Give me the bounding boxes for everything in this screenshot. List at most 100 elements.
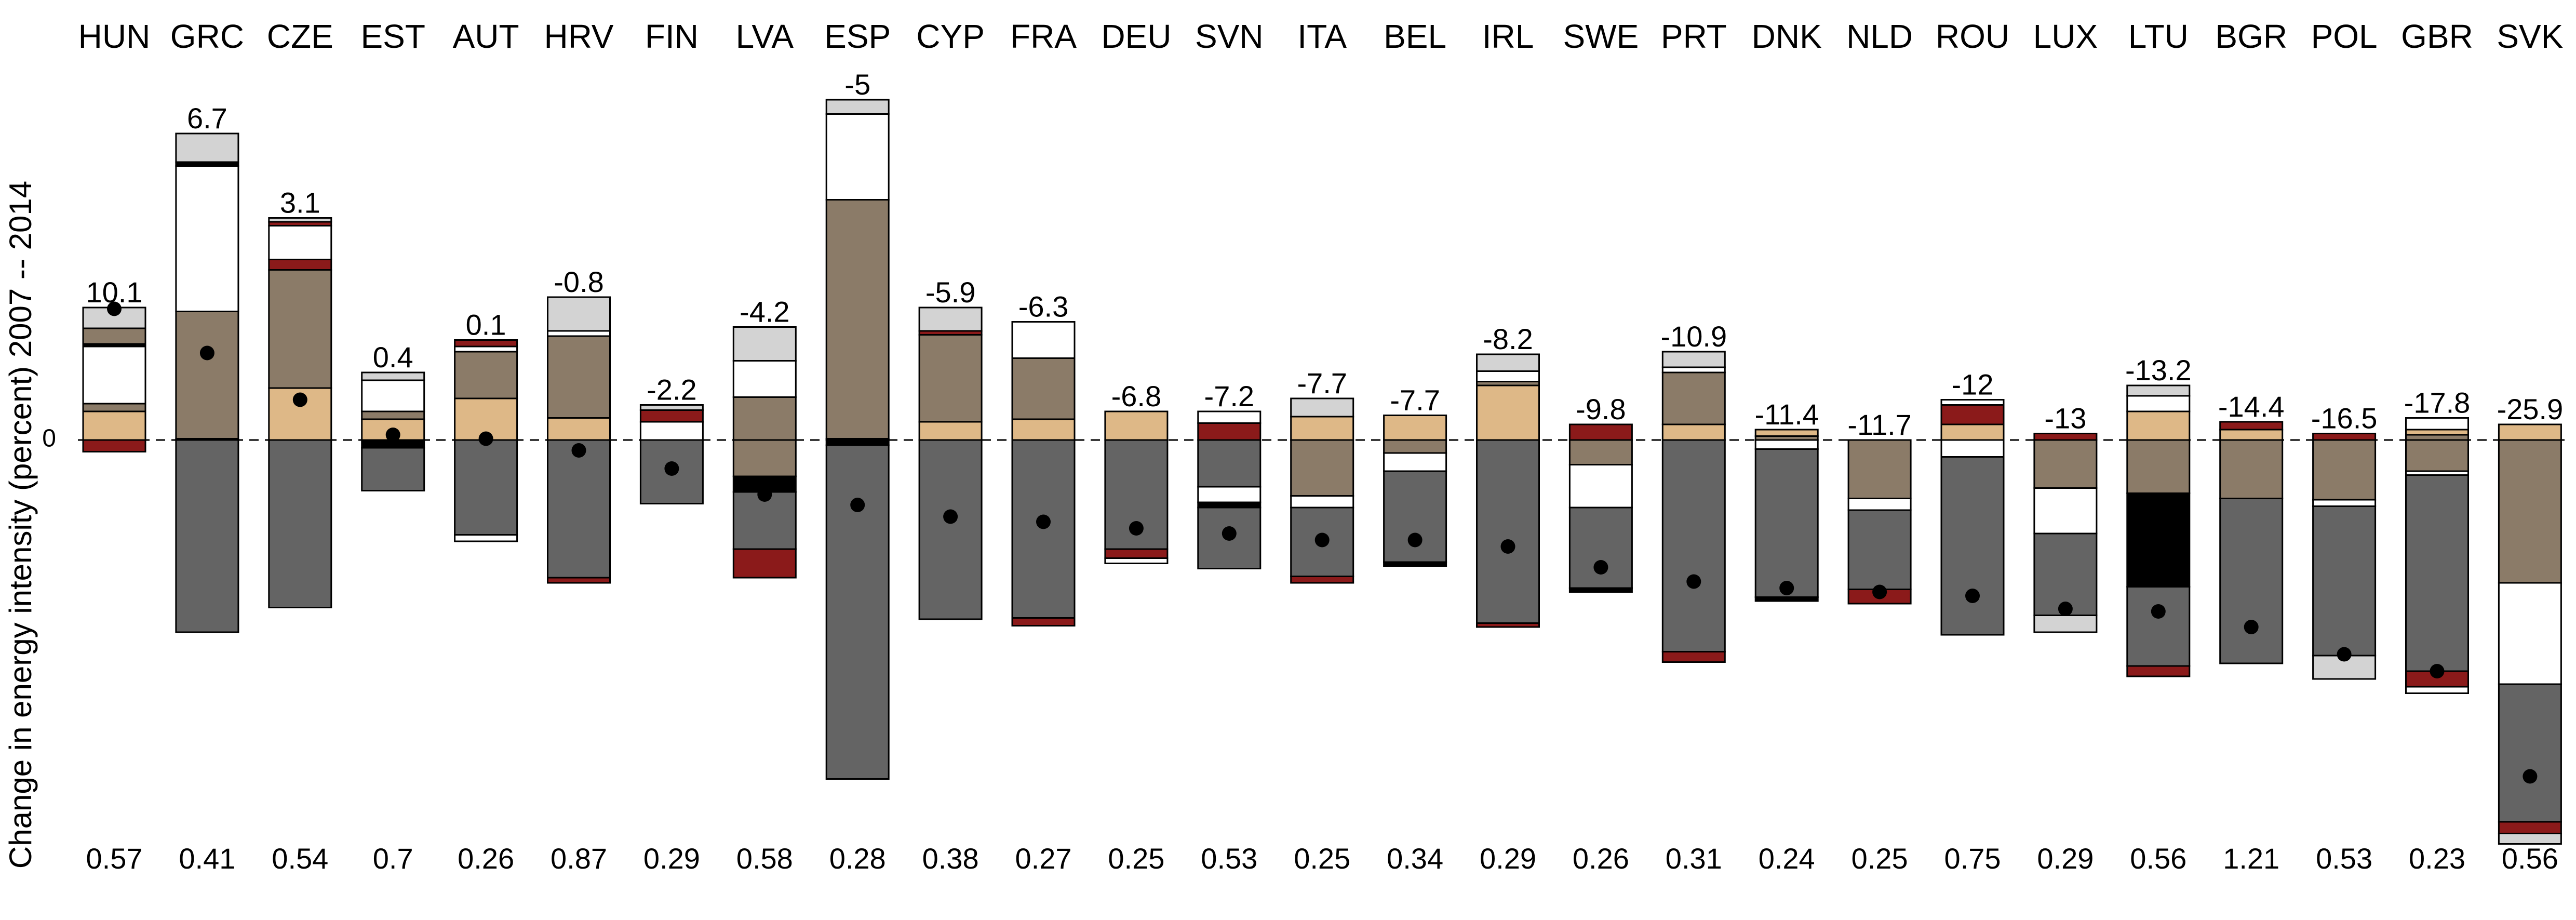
bar-segment-hun-pos-2 <box>82 345 146 405</box>
bar-segment-aut-neg-0 <box>454 439 518 536</box>
total-label-cyp: -5.9 <box>925 276 976 309</box>
total-label-irl: -8.2 <box>1483 323 1533 355</box>
total-label-fin: -2.2 <box>647 374 697 406</box>
bar-segment-deu-neg-2 <box>1104 557 1169 564</box>
bar-segment-hun-pos-1 <box>82 403 146 412</box>
bar-segment-grc-pos-2 <box>175 165 239 312</box>
total-label-swe: -9.8 <box>1576 393 1626 425</box>
total-label-est: 0.4 <box>373 341 413 374</box>
net-change-dot-fin <box>664 461 679 476</box>
bar-segment-esp-pos-1 <box>825 199 890 439</box>
total-label-svk: -25.9 <box>2497 393 2564 425</box>
total-label-ita: -7.7 <box>1297 367 1347 399</box>
bar-segment-ltu-neg-3 <box>2126 665 2191 677</box>
bar-segment-ltu-pos-0 <box>2126 410 2191 441</box>
bar-segment-cze-neg-0 <box>268 439 332 608</box>
bar-segment-fin-pos-2 <box>639 404 704 411</box>
bar-segment-esp-pos-3 <box>825 99 890 115</box>
bar-segment-swe-neg-3 <box>1568 587 1633 593</box>
bar-segment-esp-neg-1 <box>825 444 890 780</box>
bar-segment-irl-pos-0 <box>1476 384 1540 441</box>
bar-segment-irl-pos-2 <box>1476 370 1540 382</box>
bar-segment-ita-pos-1 <box>1290 397 1354 418</box>
country-label-rou: ROU <box>1936 18 2009 55</box>
total-label-aut: 0.1 <box>466 309 506 341</box>
total-label-svn: -7.2 <box>1204 380 1255 412</box>
total-label-esp: -5 <box>844 68 870 101</box>
bar-segment-gbr-neg-4 <box>2405 686 2469 694</box>
country-label-bgr: BGR <box>2215 18 2287 55</box>
bar-segment-lva-neg-3 <box>732 548 797 579</box>
bar-segment-est-pos-1 <box>361 410 425 420</box>
country-label-fra: FRA <box>1010 18 1077 55</box>
net-change-dot-grc <box>199 345 214 361</box>
bar-segment-gbr-neg-2 <box>2405 474 2469 672</box>
total-label-hrv: -0.8 <box>554 265 604 298</box>
country-label-aut: AUT <box>453 18 519 55</box>
bar-segment-prt-pos-0 <box>1661 423 1726 441</box>
bar-segment-dnk-neg-0 <box>1754 439 1819 450</box>
bar-segment-rou-pos-1 <box>1940 404 2005 425</box>
bar-segment-lux-pos-0 <box>2033 433 2098 441</box>
bar-segment-cyp-pos-0 <box>918 421 983 441</box>
bar-segment-ita-neg-3 <box>1290 576 1354 584</box>
bar-segment-svn-neg-1 <box>1197 486 1262 503</box>
country-labels: HUN GRC CZE EST AUT HRV FIN LVA ESP CYP FRA DEU SVN I… <box>78 18 2564 55</box>
bar-segment-bgr-neg-0 <box>2219 439 2284 499</box>
bar-segment-svn-neg-0 <box>1197 439 1262 488</box>
bottom-value-bel: 0.34 <box>1387 842 1443 875</box>
bar-segment-lux-neg-1 <box>2033 487 2098 535</box>
bar-segment-cze-pos-2 <box>268 259 332 271</box>
total-label-ltu: -13.2 <box>2125 354 2192 386</box>
bar-segment-irl-neg-0 <box>1476 439 1540 624</box>
bottom-values: 0.57 0.41 0.54 0.7 0.26 0.87 0.29 0.58 0.28 0.38 0… <box>86 842 2558 875</box>
bar-segment-est-neg-1 <box>361 447 425 491</box>
net-change-dot-rou <box>1965 589 1980 603</box>
net-change-dot-lva <box>757 487 772 502</box>
bar-segment-est-pos-3 <box>361 371 425 381</box>
bar-segment-svk-neg-1 <box>2498 582 2562 685</box>
bar-segment-dnk-neg-2 <box>1754 596 1819 602</box>
bottom-value-est: 0.7 <box>373 842 413 875</box>
country-label-est: EST <box>360 18 425 55</box>
bar-segment-lva-pos-0 <box>732 396 797 441</box>
bar-segment-prt-neg-1 <box>1661 651 1726 663</box>
total-label-gbr: -17.8 <box>2404 386 2471 419</box>
net-change-dot-pol <box>2337 647 2352 662</box>
bar-segment-pol-neg-2 <box>2312 505 2377 657</box>
bottom-value-lva: 0.58 <box>736 842 793 875</box>
bottom-value-lux: 0.29 <box>2037 842 2094 875</box>
bar-segment-svn-pos-0 <box>1197 422 1262 441</box>
net-change-dot-bgr <box>2244 620 2259 634</box>
total-label-deu: -6.8 <box>1111 380 1162 412</box>
bar-segment-irl-neg-1 <box>1476 622 1540 628</box>
bottom-value-pol: 0.53 <box>2316 842 2372 875</box>
country-label-hun: HUN <box>78 18 151 55</box>
bottom-value-grc: 0.41 <box>179 842 235 875</box>
total-label-pol: -16.5 <box>2311 402 2378 435</box>
country-label-lva: LVA <box>736 18 794 55</box>
net-change-dot-bel <box>1407 532 1423 548</box>
dots <box>107 301 2538 784</box>
country-label-ita: ITA <box>1297 18 1347 55</box>
bar-segment-bel-pos-0 <box>1383 415 1447 441</box>
bottom-value-svn: 0.53 <box>1201 842 1257 875</box>
bar-segment-bel-neg-3 <box>1383 561 1447 567</box>
y-axis-label: Change in energy intensity (percent) 200… <box>3 181 38 869</box>
bottom-value-cze: 0.54 <box>272 842 328 875</box>
bar-segment-ltu-neg-2 <box>2126 586 2191 667</box>
bar-segment-rou-neg-0 <box>1940 439 2005 458</box>
country-label-pol: POL <box>2311 18 2378 55</box>
bar-segment-deu-neg-1 <box>1104 548 1169 559</box>
net-change-dot-ita <box>1314 532 1330 548</box>
total-label-cze: 3.1 <box>280 186 320 219</box>
net-change-dot-irl <box>1500 539 1515 554</box>
bar-segment-ita-neg-1 <box>1290 495 1354 509</box>
bar-segment-ltu-neg-0 <box>2126 439 2191 494</box>
bottom-value-svk: 0.56 <box>2502 842 2558 875</box>
bar-segment-grc-pos-4 <box>175 132 239 163</box>
bar-segment-rou-pos-0 <box>1940 423 2005 441</box>
country-label-prt: PRT <box>1661 18 1727 55</box>
net-change-dot-cze <box>292 392 307 407</box>
bar-segment-grc-pos-1 <box>175 311 239 439</box>
